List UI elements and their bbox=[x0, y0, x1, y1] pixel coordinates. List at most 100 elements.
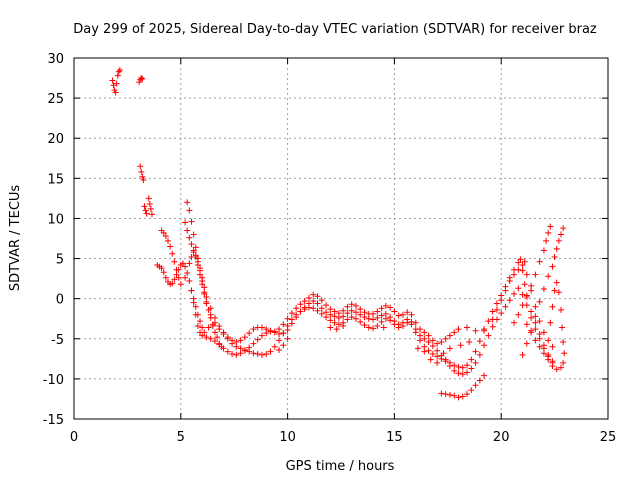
data-point bbox=[276, 326, 283, 333]
data-point bbox=[333, 326, 340, 333]
data-point bbox=[455, 394, 462, 401]
data-point bbox=[146, 201, 153, 208]
data-point bbox=[340, 313, 347, 320]
data-point bbox=[472, 348, 479, 355]
data-point bbox=[472, 382, 479, 389]
data-point bbox=[114, 72, 121, 79]
data-point bbox=[169, 250, 176, 257]
data-point bbox=[532, 326, 539, 333]
data-point bbox=[197, 265, 204, 272]
y-tick-label: -10 bbox=[43, 373, 64, 388]
data-point bbox=[451, 392, 458, 399]
chart-title: Day 299 of 2025, Sidereal Day-to-day VTE… bbox=[73, 22, 597, 37]
data-point bbox=[357, 306, 364, 313]
data-point bbox=[201, 290, 208, 297]
data-point bbox=[246, 348, 253, 355]
data-points bbox=[109, 67, 568, 401]
data-point bbox=[429, 342, 436, 349]
data-point bbox=[551, 253, 558, 260]
data-point bbox=[521, 281, 528, 288]
data-point bbox=[335, 321, 342, 328]
data-point bbox=[434, 353, 441, 360]
data-point bbox=[446, 363, 453, 370]
data-point bbox=[352, 302, 359, 309]
data-point bbox=[186, 207, 193, 214]
data-point bbox=[188, 287, 195, 294]
data-point bbox=[558, 306, 565, 313]
data-point bbox=[140, 176, 147, 183]
data-point bbox=[549, 363, 556, 370]
data-point bbox=[327, 324, 334, 331]
data-point bbox=[370, 316, 377, 323]
data-point bbox=[553, 366, 560, 373]
data-point bbox=[481, 326, 488, 333]
data-point bbox=[549, 263, 556, 270]
series-track-c bbox=[184, 199, 556, 350]
series-late-rise-3 bbox=[547, 279, 568, 371]
data-point bbox=[233, 338, 240, 345]
data-point bbox=[216, 322, 223, 329]
data-point bbox=[468, 387, 475, 394]
data-point bbox=[559, 324, 566, 331]
data-point bbox=[511, 319, 518, 326]
data-point bbox=[246, 330, 253, 337]
data-point bbox=[171, 258, 178, 265]
data-point bbox=[540, 286, 547, 293]
data-point bbox=[519, 261, 526, 268]
data-point bbox=[203, 334, 210, 341]
data-point bbox=[429, 337, 436, 344]
data-point bbox=[438, 338, 445, 345]
data-point bbox=[417, 326, 424, 333]
data-point bbox=[207, 335, 214, 342]
data-point bbox=[190, 231, 197, 238]
data-point bbox=[201, 329, 208, 336]
data-point bbox=[464, 324, 471, 331]
data-point bbox=[553, 245, 560, 252]
data-point bbox=[143, 210, 150, 217]
data-point bbox=[199, 274, 206, 281]
data-point bbox=[141, 203, 148, 210]
data-point bbox=[284, 315, 291, 322]
y-tick-label: 20 bbox=[47, 132, 64, 147]
data-point bbox=[267, 327, 274, 334]
data-point bbox=[440, 350, 447, 357]
data-point bbox=[382, 302, 389, 309]
data-point bbox=[113, 80, 120, 87]
data-point bbox=[211, 329, 218, 336]
data-point bbox=[310, 298, 317, 305]
data-point bbox=[280, 321, 287, 328]
y-tick-label: 10 bbox=[47, 212, 64, 227]
data-point bbox=[387, 304, 394, 311]
data-point bbox=[220, 329, 227, 336]
data-point bbox=[271, 328, 278, 335]
data-point bbox=[314, 293, 321, 300]
y-tick-label: 30 bbox=[47, 52, 64, 67]
data-point bbox=[536, 343, 543, 350]
data-point bbox=[293, 305, 300, 312]
data-point bbox=[205, 306, 212, 313]
data-point bbox=[318, 305, 325, 312]
data-point bbox=[344, 316, 351, 323]
data-point bbox=[489, 323, 496, 330]
data-point bbox=[184, 269, 191, 276]
data-point bbox=[380, 324, 387, 331]
data-point bbox=[442, 358, 449, 365]
data-point bbox=[293, 311, 300, 318]
y-tick-label: 0 bbox=[56, 293, 64, 308]
data-point bbox=[536, 335, 543, 342]
data-point bbox=[177, 281, 184, 288]
data-point bbox=[429, 351, 436, 358]
series-late-rise-1 bbox=[511, 223, 554, 326]
data-point bbox=[378, 305, 385, 312]
data-point bbox=[421, 335, 428, 342]
data-point bbox=[455, 363, 462, 370]
data-point bbox=[254, 351, 261, 358]
data-point bbox=[327, 306, 334, 313]
y-tick-label: -5 bbox=[51, 333, 64, 348]
data-point bbox=[145, 195, 152, 202]
data-point bbox=[305, 304, 312, 311]
data-point bbox=[263, 351, 270, 358]
data-point bbox=[472, 359, 479, 366]
data-point bbox=[250, 326, 257, 333]
